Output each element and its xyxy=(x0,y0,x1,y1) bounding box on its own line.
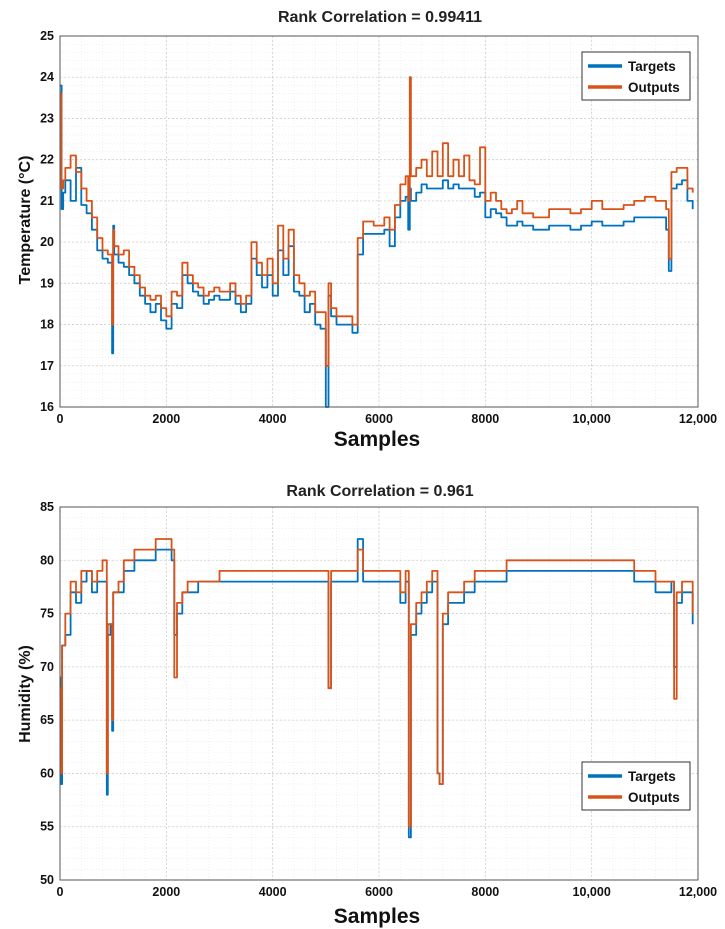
x-tick-label: 4000 xyxy=(259,885,287,899)
x-axis-label: Samples xyxy=(334,905,420,928)
axes-frame xyxy=(59,506,699,881)
x-tick-label: 2000 xyxy=(152,412,180,426)
y-tick-label: 20 xyxy=(40,235,54,249)
legend-label: Targets xyxy=(628,769,676,784)
y-axis-label: Temperature (°C) xyxy=(17,156,34,285)
x-tick-label: 8000 xyxy=(471,412,499,426)
y-tick-label: 24 xyxy=(40,70,54,84)
legend: Targets Outputs xyxy=(581,51,691,101)
y-tick-label: 19 xyxy=(40,276,54,290)
y-tick-label: 60 xyxy=(40,766,54,780)
x-tick-label: 2000 xyxy=(152,885,180,899)
y-tick-label: 85 xyxy=(40,500,54,514)
legend: Targets Outputs xyxy=(581,761,691,811)
y-tick-label: 18 xyxy=(40,318,54,332)
legend-box xyxy=(581,761,691,811)
x-tick-label: 12,000 xyxy=(679,885,717,899)
x-tick-label: 0 xyxy=(57,412,64,426)
y-tick-label: 80 xyxy=(40,553,54,567)
y-tick-label: 23 xyxy=(40,111,54,125)
y-tick-label: 70 xyxy=(40,660,54,674)
x-tick-label: 6000 xyxy=(365,885,393,899)
chart-title: Rank Correlation = 0.99411 xyxy=(278,9,482,26)
series-line-targets xyxy=(60,538,694,839)
humidity-chart: Rank Correlation = 0.961 Samples Humidit… xyxy=(17,483,717,928)
x-tick-label: 12,000 xyxy=(679,412,717,426)
axes-frame xyxy=(59,35,699,408)
y-tick-label: 17 xyxy=(40,359,54,373)
x-tick-label: 6000 xyxy=(365,412,393,426)
y-tick-label: 22 xyxy=(40,153,54,167)
y-tick-label: 25 xyxy=(40,29,54,43)
y-tick-label: 65 xyxy=(40,713,54,727)
series-line-outputs xyxy=(60,76,694,367)
legend-label: Outputs xyxy=(628,790,680,805)
x-tick-label: 8000 xyxy=(471,885,499,899)
y-tick-label: 21 xyxy=(40,194,54,208)
legend-label: Targets xyxy=(628,59,676,74)
y-axis-label: Humidity (%) xyxy=(17,645,34,743)
x-tick-label: 10,000 xyxy=(573,885,611,899)
legend-label: Outputs xyxy=(628,80,680,95)
y-tick-label: 50 xyxy=(40,873,54,887)
x-tick-label: 0 xyxy=(57,885,64,899)
y-tick-label: 75 xyxy=(40,607,54,621)
x-axis-label: Samples xyxy=(334,428,420,451)
series-line-targets xyxy=(60,84,694,408)
y-tick-label: 16 xyxy=(40,400,54,414)
temperature-chart: Rank Correlation = 0.99411 Samples Tempe… xyxy=(17,9,717,451)
chart-title: Rank Correlation = 0.961 xyxy=(286,483,473,500)
series-line-outputs xyxy=(60,538,694,828)
x-tick-label: 10,000 xyxy=(573,412,611,426)
y-tick-label: 55 xyxy=(40,820,54,834)
x-tick-label: 4000 xyxy=(259,412,287,426)
legend-box xyxy=(581,51,691,101)
